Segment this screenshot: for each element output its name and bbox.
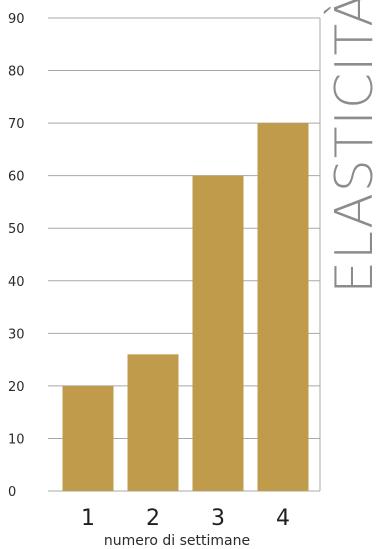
chart-title: ELASTICITÀ: [324, 0, 378, 294]
y-tick-label: 60: [8, 170, 25, 185]
y-tick-label: 0: [8, 485, 16, 500]
x-axis-ticks: 1 2 3 4: [81, 506, 290, 531]
y-axis-ticks: 0 10 20 30 40 50 60 70 80 90: [8, 12, 25, 500]
x-tick-label: 4: [276, 506, 290, 531]
y-tick-label: 70: [8, 117, 25, 132]
bar-2: [127, 354, 179, 491]
y-tick-label: 40: [8, 275, 25, 290]
bar-3: [192, 175, 244, 491]
y-tick-label: 50: [8, 222, 25, 237]
y-tick-label: 20: [8, 380, 25, 395]
x-tick-label: 3: [211, 506, 225, 531]
y-tick-label: 90: [8, 12, 25, 27]
x-tick-label: 2: [146, 506, 160, 531]
y-tick-label: 80: [8, 65, 25, 80]
bars: [62, 123, 309, 491]
bar-4: [257, 123, 309, 491]
x-axis-label: numero di settimane: [104, 533, 250, 549]
y-tick-label: 30: [8, 327, 25, 342]
bar-1: [62, 385, 114, 491]
x-tick-label: 1: [81, 506, 95, 531]
y-tick-label: 10: [8, 432, 25, 447]
